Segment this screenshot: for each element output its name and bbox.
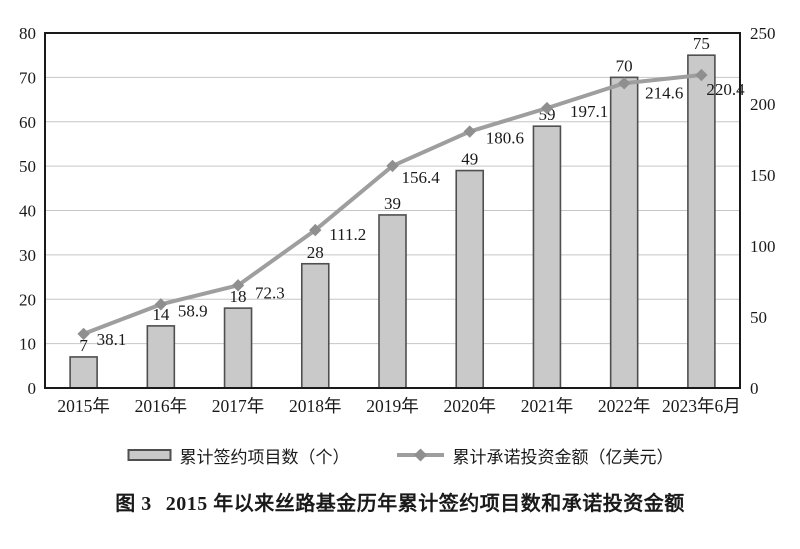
- bar-value-label: 28: [307, 243, 324, 262]
- line-value-label: 220.4: [706, 80, 745, 99]
- bar-value-label: 75: [693, 34, 710, 53]
- right-axis-tick: 0: [750, 379, 759, 398]
- left-axis-tick: 60: [19, 113, 36, 132]
- bar-series-swatch-icon: [127, 449, 171, 461]
- right-axis-tick: 50: [750, 308, 767, 327]
- bar: [223, 307, 253, 389]
- bar: [532, 125, 562, 389]
- right-axis-tick: 100: [750, 237, 776, 256]
- right-axis-tick: 200: [750, 95, 776, 114]
- line-marker: [540, 101, 554, 115]
- line-marker: [77, 327, 90, 341]
- x-axis-label: 2015年: [57, 396, 110, 416]
- bar: [300, 262, 330, 389]
- line-marker: [617, 77, 631, 90]
- line-marker: [695, 68, 708, 82]
- x-axis-label: 2020年: [443, 396, 496, 416]
- legend-label-investment: 累计承诺投资金额（亿美元）: [452, 447, 674, 467]
- left-axis-tick: 70: [19, 68, 36, 87]
- line-value-label: 38.1: [97, 330, 127, 349]
- left-axis-tick: 40: [19, 202, 36, 221]
- bar: [146, 325, 176, 389]
- left-axis-tick: 80: [19, 24, 36, 43]
- figure-caption: 图 3 2015 年以来丝路基金历年累计签约项目数和承诺投资金额: [0, 487, 800, 516]
- legend-item-investment: 累计承诺投资金额（亿美元）: [396, 443, 674, 468]
- line-value-label: 111.2: [329, 225, 366, 244]
- right-axis-tick: 250: [750, 24, 776, 43]
- chart-legend: 累计签约项目数（个） 累计承诺投资金额（亿美元）: [0, 440, 800, 470]
- bar: [378, 214, 407, 389]
- line-marker: [154, 298, 168, 311]
- bar-value-label: 70: [616, 56, 633, 75]
- line-marker: [386, 159, 399, 173]
- right-axis-tick: 150: [750, 166, 776, 185]
- left-axis-tick: 30: [19, 246, 36, 265]
- left-axis-tick: 0: [28, 379, 37, 398]
- line-value-label: 156.4: [402, 168, 441, 187]
- bar: [455, 169, 485, 389]
- line-marker: [309, 223, 322, 237]
- line-value-label: 180.6: [486, 129, 524, 148]
- bar-value-label: 14: [152, 305, 170, 324]
- line-series-swatch-icon: [396, 448, 444, 462]
- bar: [609, 76, 639, 389]
- x-axis-label: 2017年: [212, 396, 265, 416]
- line-value-label: 214.6: [645, 83, 683, 102]
- bar-value-label: 7: [79, 336, 88, 355]
- line-value-label: 197.1: [570, 102, 608, 121]
- bar: [687, 54, 716, 389]
- line-value-label: 58.9: [178, 301, 208, 320]
- line-value-label: 72.3: [255, 283, 285, 302]
- line-marker: [463, 125, 476, 138]
- x-axis-label: 2016年: [135, 396, 188, 416]
- figure-caption-number: 图 3: [115, 493, 152, 515]
- bar-value-label: 18: [230, 287, 247, 306]
- bar-value-label: 39: [384, 194, 401, 213]
- x-axis-label: 2021年: [521, 396, 574, 416]
- left-axis-tick: 10: [19, 335, 36, 354]
- bar-value-label: 49: [461, 150, 478, 169]
- line-marker: [231, 279, 245, 292]
- figure-caption-text: 2015 年以来丝路基金历年累计签约项目数和承诺投资金额: [165, 493, 685, 515]
- plot-border: [44, 32, 741, 389]
- left-axis-tick: 50: [19, 157, 36, 176]
- x-axis-label: 2019年: [366, 396, 419, 416]
- left-axis-tick: 20: [19, 290, 36, 309]
- combo-chart-canvas: 7141828394959707538.158.972.3111.2156.41…: [19, 24, 776, 416]
- legend-item-projects: 累计签约项目数（个）: [127, 443, 350, 468]
- bar: [69, 356, 98, 389]
- legend-label-projects: 累计签约项目数（个）: [179, 447, 350, 467]
- x-axis-label: 2018年: [289, 396, 342, 416]
- x-axis-label: 2023年6月: [662, 396, 741, 416]
- x-axis-label: 2022年: [598, 396, 651, 416]
